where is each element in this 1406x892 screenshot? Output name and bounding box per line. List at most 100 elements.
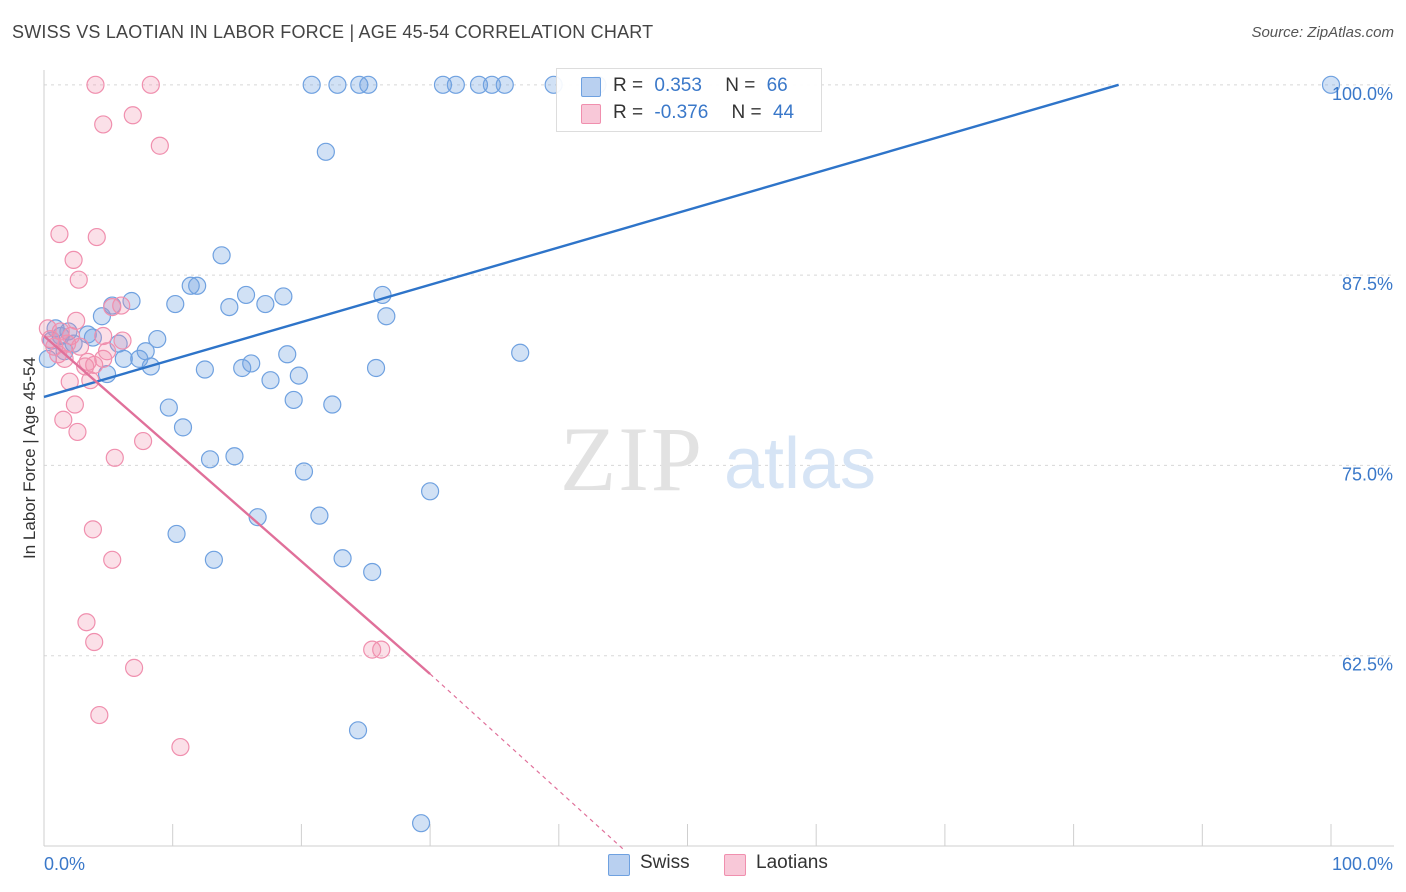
swiss-point-44 — [323, 395, 342, 414]
laotians-point-26 — [103, 550, 122, 569]
x-tick-label-1: 100.0% — [1332, 854, 1393, 874]
laotians-point-34 — [86, 75, 105, 94]
swiss-point-37 — [274, 287, 293, 306]
laotians-point-24 — [103, 297, 122, 317]
series-swiss — [38, 75, 1341, 833]
swiss-point-19 — [159, 398, 178, 417]
laotians-point-5 — [55, 349, 74, 368]
swiss-point-65 — [1321, 75, 1341, 94]
y-tick-label-1: 75.0% — [1342, 464, 1393, 484]
laotians-point-21 — [85, 355, 104, 375]
axes — [43, 70, 1394, 847]
laotians-point-22 — [94, 326, 113, 346]
y-tick-label-3: 100.0% — [1332, 84, 1393, 104]
swiss-point-40 — [289, 366, 308, 385]
swiss-point-47 — [363, 562, 382, 582]
watermark: ZIP atlas — [560, 408, 876, 510]
swiss-point-52 — [421, 482, 440, 501]
laotians-trend-line — [43, 335, 431, 675]
source-label: Source: ZipAtlas.com — [1251, 24, 1394, 41]
watermark-zip: ZIP — [560, 408, 704, 510]
laotians-point-8 — [67, 311, 86, 330]
laotians-point-33 — [171, 737, 190, 757]
laotians-point-36 — [123, 106, 142, 125]
laotians-point-15 — [54, 410, 73, 429]
swiss-point-14 — [122, 291, 141, 311]
legend-laotians-r-value: -0.376 — [654, 102, 709, 123]
laotians-point-9 — [70, 337, 90, 356]
laotians-point-41 — [112, 296, 131, 315]
swiss-point-24 — [188, 276, 207, 295]
swiss-point-54 — [302, 75, 321, 94]
watermark-atlas: atlas — [724, 424, 876, 504]
legend-swiss-n-label: N = — [725, 75, 756, 96]
swiss-point-53 — [511, 343, 530, 362]
laotians-point-39 — [113, 331, 132, 350]
bottom-legend-swatch-laotians — [724, 854, 746, 876]
laotians-point-17 — [50, 224, 69, 244]
swiss-point-41 — [294, 462, 314, 481]
swiss-point-62 — [495, 75, 514, 94]
laotians-point-27 — [83, 520, 103, 539]
laotians-point-30 — [90, 705, 109, 725]
x-tick-label-0: 0.0% — [44, 854, 85, 874]
bottom-legend-swatch-swiss — [608, 854, 630, 876]
swiss-point-32 — [236, 285, 256, 305]
legend-swatch-swiss — [581, 77, 601, 97]
swiss-point-51 — [411, 814, 431, 833]
laotians-point-28 — [77, 613, 96, 632]
swiss-point-55 — [328, 75, 347, 94]
data-points — [38, 75, 1341, 833]
laotians-point-29 — [85, 632, 104, 652]
laotians-point-38 — [150, 136, 169, 155]
swiss-trend-line — [43, 83, 1119, 399]
laotians-point-32 — [133, 431, 153, 451]
chart-title: SWISS VS LAOTIAN IN LABOR FORCE | AGE 45… — [12, 22, 654, 42]
legend-swiss-r-label: R = — [613, 75, 644, 96]
swiss-point-21 — [166, 294, 185, 314]
laotians-point-25 — [105, 448, 124, 467]
swiss-point-36 — [261, 371, 280, 390]
legend-laotians-n-value: 44 — [772, 102, 795, 123]
x-tick-labels: 0.0% 100.0% — [44, 854, 1393, 874]
bottom-legend-label-swiss: Swiss — [640, 852, 690, 873]
legend-laotians-n-label: N = — [731, 102, 762, 123]
swiss-point-48 — [366, 358, 386, 378]
y-tick-labels: 62.5% 75.0% 87.5% 100.0% — [1332, 84, 1393, 675]
swiss-point-28 — [212, 246, 231, 265]
laotians-point-16 — [68, 422, 87, 442]
swiss-point-31 — [233, 358, 252, 378]
laotians-point-14 — [65, 395, 84, 414]
trend-lines — [43, 83, 1119, 850]
swiss-point-30 — [225, 447, 244, 466]
swiss-point-22 — [173, 418, 193, 437]
swiss-point-25 — [195, 360, 214, 379]
laotians-point-35 — [141, 75, 160, 94]
swiss-point-18 — [148, 329, 167, 349]
series-laotians — [38, 75, 391, 757]
legend-swatch-laotians — [581, 104, 601, 124]
swiss-point-57 — [359, 75, 378, 94]
legend-swiss-n-value: 66 — [766, 75, 788, 96]
swiss-point-29 — [220, 297, 239, 317]
laotians-point-20 — [87, 227, 106, 247]
swiss-point-42 — [310, 506, 329, 525]
swiss-point-60 — [469, 75, 489, 94]
swiss-point-38 — [278, 345, 297, 364]
swiss-point-35 — [256, 294, 275, 314]
swiss-point-61 — [482, 75, 501, 94]
laotians-point-43 — [372, 640, 391, 659]
swiss-point-13 — [114, 349, 133, 368]
laotians-point-18 — [64, 250, 83, 270]
y-tick-label-0: 62.5% — [1342, 655, 1393, 675]
swiss-point-45 — [333, 549, 352, 568]
y-tick-label-2: 87.5% — [1342, 274, 1393, 294]
swiss-point-43 — [316, 142, 335, 161]
swiss-point-23 — [181, 276, 200, 295]
swiss-point-27 — [204, 550, 223, 569]
laotians-point-40 — [97, 342, 117, 361]
swiss-point-46 — [348, 721, 368, 740]
swiss-point-33 — [242, 354, 261, 373]
laotians-trend-extension — [429, 673, 624, 850]
